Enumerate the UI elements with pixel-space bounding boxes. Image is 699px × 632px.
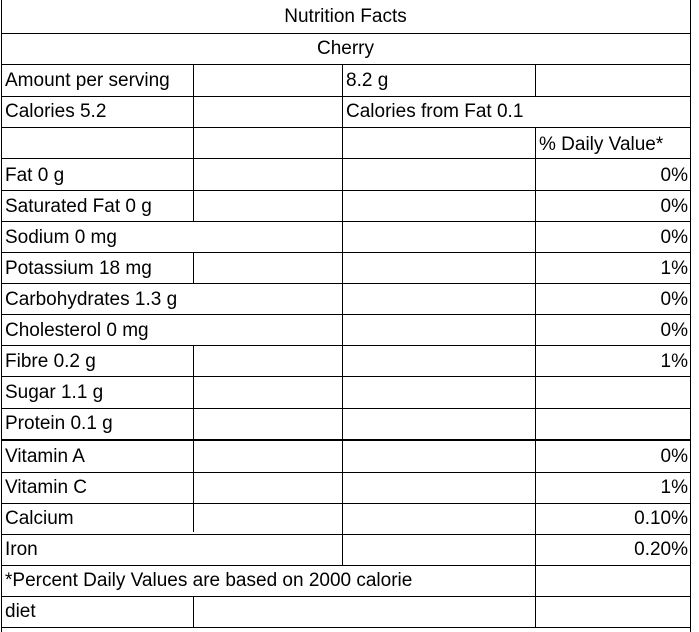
nutrient-daily-value: 0% [660,165,688,186]
nutrient-daily-value: 0.20% [634,539,688,560]
row-divider [1,596,691,597]
nutrient-daily-value: 0% [660,446,688,467]
nutrient-daily-value: 0% [660,289,688,310]
row-divider [1,252,691,253]
row-divider [1,472,691,473]
nutrient-daily-value: 0% [660,320,688,341]
row-divider [1,314,691,315]
nutrient-label: Carbohydrates 1.3 g [5,289,178,310]
row-divider [1,283,691,284]
row-divider [1,96,691,97]
column-divider [193,345,194,532]
nutrient-label: Fibre 0.2 g [5,351,96,372]
nutrient-label: Potassium 18 mg [5,258,152,279]
nutrient-daily-value: 1% [660,351,688,372]
column-divider [193,64,194,190]
row-divider [1,439,691,441]
nutrient-label: Saturated Fat 0 g [5,196,152,217]
footnote: *Percent Daily Values are based on 2000 … [5,570,413,591]
food-name: Cherry [316,38,374,59]
nutrient-daily-value: 0% [660,227,688,248]
row-divider [1,190,691,191]
row-divider [1,158,691,159]
calories: Calories 5.2 [5,101,107,122]
column-divider [193,190,194,221]
row-divider [1,565,691,566]
column-divider [193,252,194,283]
nutrient-daily-value: 0% [660,196,688,217]
row-divider [1,627,691,628]
table-border-left [1,0,2,632]
column-divider [535,64,536,96]
nutrient-label: Vitamin A [5,446,85,467]
row-divider [1,64,691,65]
nutrient-label: Sodium 0 mg [5,227,117,248]
row-divider [1,376,691,377]
daily-value-header: % Daily Value* [539,134,664,155]
nutrient-daily-value: 0.10% [634,508,688,529]
table-title: Nutrition Facts [284,6,407,27]
row-divider [1,33,691,34]
column-divider [193,596,194,627]
nutrient-daily-value: 1% [660,477,688,498]
table-border-right [690,0,691,632]
column-divider [535,127,536,627]
nutrient-daily-value [536,378,688,408]
nutrient-daily-value [536,409,688,439]
nutrient-label: Iron [5,539,38,560]
row-divider [1,503,691,504]
nutrient-label: Cholesterol 0 mg [5,320,149,341]
nutrient-label: Calcium [5,508,74,529]
row-divider [1,345,691,346]
nutrient-label: Fat 0 g [5,165,65,186]
row-divider [1,221,691,222]
amount-value: 8.2 g [346,70,389,91]
column-divider [342,64,343,565]
footnote-continued: diet [5,601,36,622]
row-divider [1,127,691,128]
nutrient-label: Vitamin C [5,477,88,498]
calories-from-fat: Calories from Fat 0.1 [346,101,524,122]
nutrient-label: Protein 0.1 g [5,413,113,434]
amount-label: Amount per serving [5,70,170,91]
row-divider [1,534,691,535]
row-divider [1,408,691,409]
nutrient-label: Sugar 1.1 g [5,382,104,403]
nutrient-daily-value: 1% [660,258,688,279]
